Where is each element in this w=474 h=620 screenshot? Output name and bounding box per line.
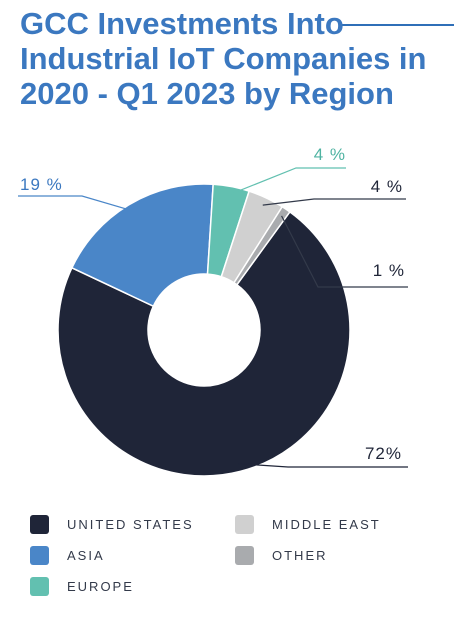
leader-line-other bbox=[281, 215, 408, 288]
legend-label-europe: EUROPE bbox=[67, 579, 134, 594]
leader-line-united-states bbox=[238, 463, 408, 468]
data-label-asia: 19 % bbox=[20, 175, 63, 194]
leader-line-middle-east bbox=[262, 198, 406, 206]
legend-label-asia: ASIA bbox=[67, 548, 105, 563]
legend-swatch-middle-east bbox=[235, 515, 254, 534]
data-label-middle-east: 4 % bbox=[371, 177, 403, 196]
data-label-europe: 4 % bbox=[314, 145, 346, 164]
leader-line-asia bbox=[18, 195, 134, 212]
legend-item-united-states: UNITED STATES bbox=[30, 515, 194, 534]
slice-asia bbox=[70, 183, 214, 308]
chart-title: GCC Investments Into Industrial IoT Comp… bbox=[20, 6, 427, 111]
legend-label-united-states: UNITED STATES bbox=[67, 517, 194, 532]
legend-item-asia: ASIA bbox=[30, 546, 105, 565]
legend-item-middle-east: MIDDLE EAST bbox=[235, 515, 381, 534]
legend-swatch-europe bbox=[30, 577, 49, 596]
legend: UNITED STATES ASIA EUROPE MIDDLE EAST OT… bbox=[30, 515, 450, 615]
legend-label-other: OTHER bbox=[272, 548, 328, 563]
header-accent-rule bbox=[340, 24, 454, 26]
legend-swatch-other bbox=[235, 546, 254, 565]
slice-other bbox=[232, 205, 291, 286]
data-label-united-states: 72% bbox=[365, 444, 402, 463]
leader-line-europe bbox=[229, 167, 346, 196]
legend-swatch-asia bbox=[30, 546, 49, 565]
legend-item-europe: EUROPE bbox=[30, 577, 134, 596]
legend-item-other: OTHER bbox=[235, 546, 328, 565]
data-label-other: 1 % bbox=[373, 261, 405, 280]
legend-swatch-united-states bbox=[30, 515, 49, 534]
legend-label-middle-east: MIDDLE EAST bbox=[272, 517, 381, 532]
slice-united-states bbox=[57, 210, 351, 477]
